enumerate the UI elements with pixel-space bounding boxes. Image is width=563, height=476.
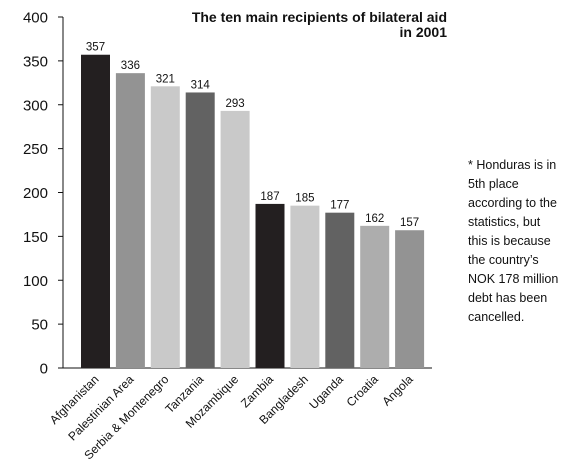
y-tick-label: 100: [23, 273, 48, 290]
bar-value-label: 321: [156, 73, 175, 85]
bar: [150, 86, 180, 368]
y-tick-label: 50: [31, 317, 48, 334]
bar-value-label: 336: [121, 60, 140, 72]
x-category-label: Croatia: [344, 372, 381, 409]
bar: [255, 203, 285, 368]
x-category-label: Uganda: [306, 372, 346, 412]
y-tick-label: 300: [23, 97, 48, 114]
bar: [220, 110, 250, 368]
bar-value-label: 187: [260, 191, 279, 203]
bar: [81, 54, 110, 369]
y-tick-label: 400: [23, 10, 48, 27]
y-tick-label: 150: [23, 229, 48, 246]
footnote-annotation: * Honduras is in 5th place according to …: [468, 158, 559, 324]
bar: [115, 73, 145, 368]
bar: [185, 92, 215, 368]
bar-value-label: 314: [191, 79, 211, 91]
bar: [395, 230, 425, 368]
bar-value-label: 157: [400, 217, 419, 229]
bar-value-label: 185: [295, 193, 314, 205]
y-tick-label: 350: [23, 53, 48, 70]
bar-value-label: 162: [365, 213, 384, 225]
bar-value-label: 357: [86, 42, 105, 54]
chart-title: The ten main recipients of bilateral aid…: [191, 9, 447, 40]
bar: [325, 212, 355, 368]
x-category-label: Angola: [379, 372, 416, 409]
bar-value-label: 177: [330, 200, 349, 212]
y-tick-label: 0: [40, 361, 48, 378]
bar: [290, 205, 320, 368]
bar-value-label: 293: [226, 98, 245, 110]
y-tick-label: 250: [23, 141, 48, 158]
y-tick-label: 200: [23, 185, 48, 202]
bar: [360, 225, 390, 368]
